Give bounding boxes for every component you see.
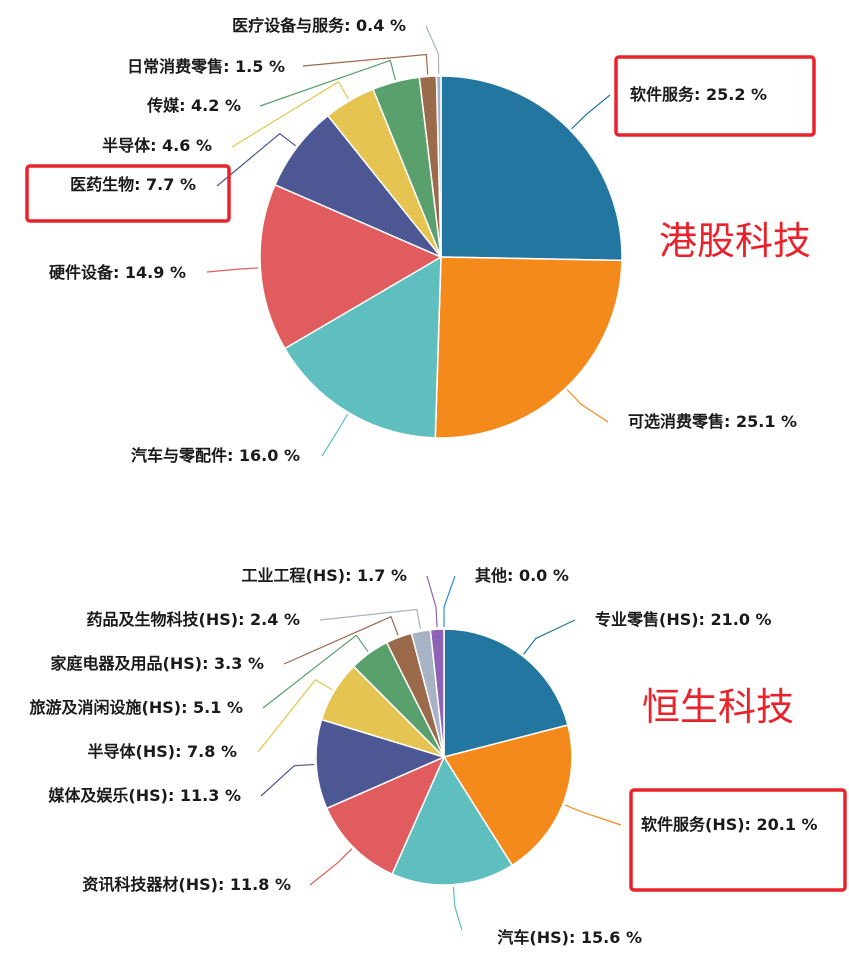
pie-chart-hang-seng-tech: 专业零售(HS): 21.0 % 软件服务(HS): 20.1 % 汽车(HS): … [30, 566, 847, 947]
pie-slice [325, 755, 446, 875]
pie-slice [283, 255, 442, 439]
chart-title: 恒生科技 [642, 685, 794, 729]
slice-label: 药品及生物科技(HS): 2.4 % [87, 610, 300, 629]
highlight-box [629, 788, 847, 892]
slice-label: 可选消费零售: 25.1 % [628, 412, 797, 431]
label-leader-line [452, 886, 463, 931]
label-leader-line [206, 267, 259, 273]
label-leader-line [426, 575, 438, 628]
label-leader-line [523, 619, 576, 655]
label-leader-line [259, 59, 396, 107]
highlight-box [614, 55, 816, 137]
label-leader-line [443, 575, 456, 627]
pie-slice [429, 628, 445, 758]
slice-label: 传媒: 4.2 % [146, 96, 241, 115]
slice-label: 软件服务: 25.2 % [630, 85, 767, 104]
slice-label: 媒体及娱乐(HS): 11.3 % [48, 786, 241, 805]
label-leader-line [425, 25, 440, 75]
highlight-box [25, 164, 231, 223]
slice-label: 软件服务(HS): 20.1 % [641, 815, 818, 834]
pie-slice [440, 75, 623, 262]
slice-label: 家庭电器及用品(HS): 3.3 % [51, 654, 264, 673]
label-leader-line [262, 634, 369, 709]
label-leader-line [309, 848, 353, 886]
slice-label: 旅游及消闲设施(HS): 5.1 % [30, 698, 243, 717]
pie-slice [259, 183, 443, 350]
label-leader-line [566, 389, 609, 423]
slice-label: 汽车(HS): 15.6 % [497, 928, 642, 947]
chart-title: 港股科技 [659, 219, 811, 263]
slice-label: 半导体(HS): 7.8 % [88, 742, 237, 761]
label-leader-line [571, 94, 611, 130]
label-leader-line [216, 132, 297, 187]
label-leader-line [231, 81, 350, 148]
pie-slice [434, 256, 623, 439]
slice-label: 半导体: 4.6 % [102, 136, 212, 155]
slice-label: 其他: 0.0 % [475, 566, 569, 585]
label-leader-line [260, 763, 315, 797]
slice-label: 工业工程(HS): 1.7 % [242, 566, 407, 585]
slice-label: 日常消费零售: 1.5 % [127, 57, 285, 76]
slice-label: 硬件设备: 14.9 % [49, 263, 186, 282]
label-leader-line [257, 678, 333, 753]
label-leader-line [321, 414, 349, 457]
label-leader-line [302, 53, 429, 75]
pie-chart-hk-tech: 软件服务: 25.2 % 可选消费零售: 25.1 % 汽车与零配件: 16.0 %… [25, 16, 816, 465]
slice-label: 医药生物: 7.7 % [70, 175, 196, 194]
label-leader-line [319, 608, 422, 630]
slice-label: 汽车与零配件: 16.0 % [131, 446, 300, 465]
pie-slice [391, 755, 514, 886]
pie-slice [315, 718, 447, 810]
slice-label: 医疗设备与服务: 0.4 % [232, 16, 406, 35]
pie-slice [443, 628, 569, 758]
slice-label: 资讯科技器材(HS): 11.8 % [82, 875, 291, 894]
pie-slice [442, 724, 573, 867]
slice-label: 专业零售(HS): 21.0 % [595, 610, 772, 629]
pie-slice [435, 75, 442, 258]
label-leader-line [564, 804, 622, 826]
label-leader-line [283, 615, 399, 665]
